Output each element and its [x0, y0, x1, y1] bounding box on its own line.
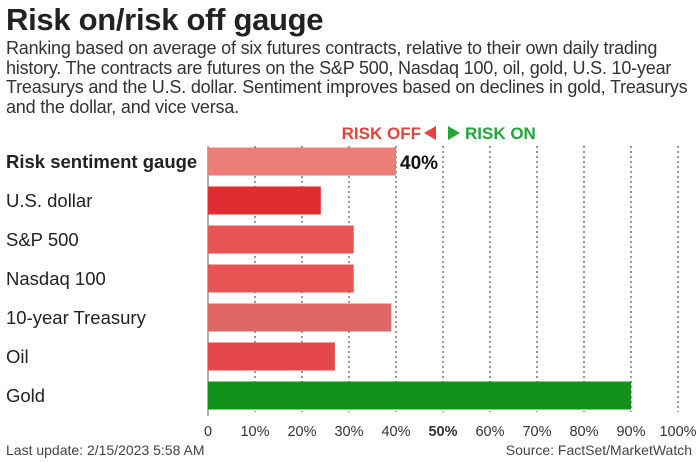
legend: RISK OFF RISK ON [342, 124, 536, 143]
bars: 40% [208, 147, 631, 410]
chart-subtitle: Ranking based on average of six futures … [6, 38, 688, 117]
bar [208, 303, 392, 332]
category-label: Nasdaq 100 [6, 268, 106, 289]
x-tick-label: 70% [522, 424, 551, 440]
source-note: Source: FactSet/MarketWatch [505, 442, 692, 458]
bar [208, 147, 396, 176]
x-tick-label: 20% [287, 424, 316, 440]
risk-off-arrow-icon [424, 126, 436, 140]
category-label: Risk sentiment gauge [6, 151, 197, 172]
bar [208, 186, 321, 215]
category-label: U.S. dollar [6, 190, 92, 211]
bar [208, 264, 354, 293]
category-label: Gold [6, 385, 45, 406]
legend-risk-on: RISK ON [465, 124, 536, 143]
x-axis-ticks: 0 10% 20% 30% 40% 50% 60% 70% 80% 90% 100% [204, 424, 697, 440]
risk-on-arrow-icon [448, 126, 460, 140]
x-tick-label: 90% [616, 424, 645, 440]
chart-area: RISK OFF RISK ON Risk sentiment gauge U.S… [6, 124, 697, 440]
bar [208, 381, 631, 410]
x-tick-label: 100% [659, 424, 696, 440]
x-tick-label: 40% [381, 424, 410, 440]
category-label: S&P 500 [6, 229, 79, 250]
x-tick-label: 30% [334, 424, 363, 440]
x-tick-label: 10% [240, 424, 269, 440]
legend-risk-off: RISK OFF [342, 124, 421, 143]
x-tick-label: 50% [428, 424, 457, 440]
last-update: Last update: 2/15/2023 5:58 AM [6, 442, 205, 458]
category-label: Oil [6, 346, 29, 367]
chart-title: Risk on/risk off gauge [6, 2, 324, 37]
x-tick-label: 60% [475, 424, 504, 440]
category-label: 10-year Treasury [6, 307, 147, 328]
category-labels: Risk sentiment gauge U.S. dollar S&P 500 Na… [6, 151, 197, 406]
data-label: 40% [400, 153, 438, 174]
bar [208, 225, 354, 254]
x-tick-label: 80% [569, 424, 598, 440]
x-tick-label: 0 [204, 424, 212, 440]
bar [208, 342, 335, 371]
